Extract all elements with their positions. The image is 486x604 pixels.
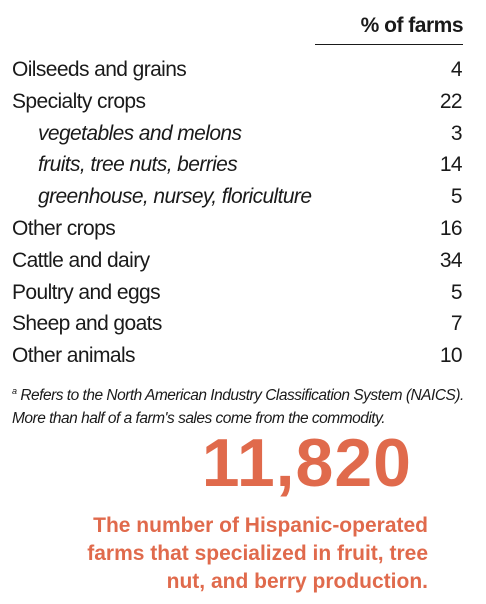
row-value: 7 xyxy=(450,312,463,336)
table-row: Specialty crops 22 xyxy=(12,89,463,122)
table-row: Cattle and dairy 34 xyxy=(12,248,463,281)
row-label: Specialty crops xyxy=(12,89,146,113)
row-value: 5 xyxy=(450,185,463,209)
footnote-marker: a xyxy=(12,386,17,396)
row-value: 34 xyxy=(439,248,463,272)
row-label: greenhouse, nursey, floriculture xyxy=(38,185,312,209)
row-label: Other animals xyxy=(12,344,136,368)
table-row: Other animals 10 xyxy=(12,344,463,376)
table-subrow: greenhouse, nursey, floriculture 5 xyxy=(12,185,463,217)
row-value: 14 xyxy=(439,153,463,177)
row-value: 4 xyxy=(450,58,463,81)
row-value: 5 xyxy=(450,280,463,304)
column-header: % of farms xyxy=(315,14,464,45)
row-label: Poultry and eggs xyxy=(12,280,161,304)
caption-line: nut, and berry production. xyxy=(166,570,428,593)
footnote-line: a Refers to the North American Industry … xyxy=(12,380,472,407)
row-value: 10 xyxy=(439,344,463,368)
row-label: fruits, tree nuts, berries xyxy=(38,153,238,177)
footnote: a Refers to the North American Industry … xyxy=(12,380,472,430)
table-row: Poultry and eggs 5 xyxy=(12,280,463,313)
row-label: vegetables and melons xyxy=(38,121,242,145)
row-label: Sheep and goats xyxy=(12,312,162,336)
table-row: Sheep and goats 7 xyxy=(12,312,463,344)
footnote-line: More than half of a farm's sales come fr… xyxy=(12,410,386,428)
row-label: Other crops xyxy=(12,216,116,240)
highlight-caption: The number of Hispanic-operated farms th… xyxy=(40,512,428,596)
table-row: Other crops 16 xyxy=(12,216,463,249)
row-label: Cattle and dairy xyxy=(12,248,150,272)
caption-line: farms that specialized in fruit, tree xyxy=(87,542,428,565)
highlight-number: 11,820 xyxy=(201,425,412,501)
row-value: 3 xyxy=(450,121,463,145)
table-subrow: fruits, tree nuts, berries 14 xyxy=(12,153,463,185)
table-subrow: vegetables and melons 3 xyxy=(12,121,463,154)
footnote-text: Refers to the North American Industry Cl… xyxy=(20,387,464,405)
row-value: 22 xyxy=(439,89,463,113)
caption-line: The number of Hispanic-operated xyxy=(93,514,428,537)
table-row: Oilseeds and grains 4 xyxy=(12,58,463,90)
commodity-table: Oilseeds and grains 4 Specialty crops 22… xyxy=(12,58,463,376)
row-label: Oilseeds and grains xyxy=(12,58,187,81)
row-value: 16 xyxy=(439,216,463,240)
